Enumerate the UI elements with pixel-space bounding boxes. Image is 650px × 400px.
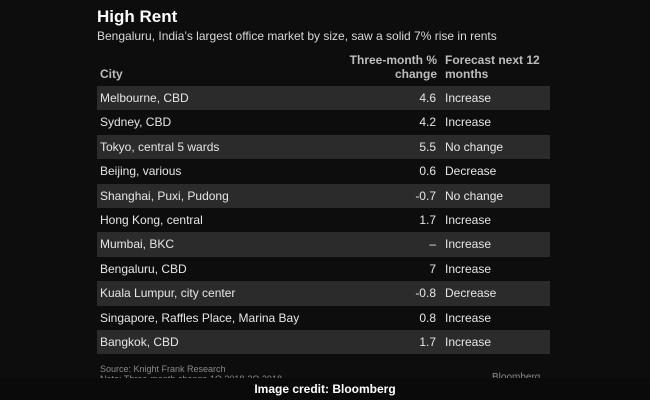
table-cell: –	[429, 237, 436, 252]
table-cell: Sydney, CBD	[100, 115, 172, 130]
column-header: City	[100, 67, 123, 81]
table-cell: -0.8	[415, 286, 436, 301]
table-cell: Hong Kong, central	[100, 212, 203, 227]
table-cell: Increase	[445, 212, 492, 227]
table-cell: Increase	[445, 310, 492, 325]
table-cell: 7	[429, 261, 436, 276]
table-row: Tokyo, central 5 wards 5.5 No change	[97, 134, 550, 160]
table-cell: Kuala Lumpur, city center	[100, 286, 236, 301]
column-header: Forecast next 12 months	[445, 53, 540, 81]
table-cell: No change	[445, 139, 504, 154]
table-row: Bangkok, CBD 1.7 Increase	[97, 329, 550, 355]
table-row: Bengaluru, CBD 7 Increase	[97, 257, 550, 281]
table-cell: Increase	[445, 115, 492, 130]
table-row: Singapore, Raffles Place, Marina Bay 0.8 I…	[97, 306, 550, 330]
table-row: Shanghai, Puxi, Pudong -0.7 No change	[97, 183, 550, 208]
table-cell: 0.8	[419, 310, 436, 325]
table-cell: Decrease	[445, 164, 497, 179]
table-cell: 1.7	[419, 212, 436, 227]
table-cell: Singapore, Raffles Place, Marina Bay	[100, 310, 300, 325]
table-cell: 0.6	[419, 164, 436, 179]
table-cell: Tokyo, central 5 wards	[100, 139, 220, 154]
table-cell: Increase	[445, 334, 492, 349]
source: Source: Knight Frank Research	[100, 364, 226, 374]
table-cell: 4.6	[419, 91, 436, 105]
table-cell: Shanghai, Puxi, Pudong	[100, 188, 229, 203]
title: High Rent	[97, 7, 178, 26]
table-cell: Bangkok, CBD	[100, 334, 179, 349]
table-cell: -0.7	[415, 188, 436, 203]
table-row: Sydney, CBD 4.2 Increase	[97, 110, 550, 134]
column-header: Three-month % change	[349, 53, 437, 81]
table-cell: Decrease	[445, 286, 497, 301]
table-row: Melbourne, CBD 4.6 Increase	[97, 86, 550, 111]
brand: Bloomberg	[492, 372, 540, 383]
table-cell: No change	[445, 188, 504, 203]
table-row: Mumbai, BKC – Increase	[97, 232, 550, 257]
subtitle: Bengaluru, India’s largest office market…	[97, 29, 497, 43]
table-cell: 4.2	[419, 115, 436, 130]
table-row: Beijing, various 0.6 Decrease	[97, 159, 550, 183]
table-cell: 5.5	[419, 139, 436, 154]
table-cell: Increase	[445, 237, 492, 252]
image-credit: Image credit: Bloomberg	[0, 378, 650, 400]
table-cell: Increase	[445, 261, 492, 276]
table-row: Hong Kong, central 1.7 Increase	[97, 208, 550, 232]
table-cell: 1.7	[419, 334, 436, 349]
table-cell: Beijing, various	[100, 164, 182, 179]
table-cell: Mumbai, BKC	[100, 237, 175, 252]
table-row: Kuala Lumpur, city center -0.8 Decrease	[97, 281, 550, 306]
table-cell: Melbourne, CBD	[100, 91, 189, 105]
table-cell: Increase	[445, 91, 492, 105]
table-cell: Bengaluru, CBD	[100, 261, 187, 276]
table-body: Melbourne, CBD 4.6 Increase Sydney, CBD 4.2 I…	[97, 86, 550, 355]
